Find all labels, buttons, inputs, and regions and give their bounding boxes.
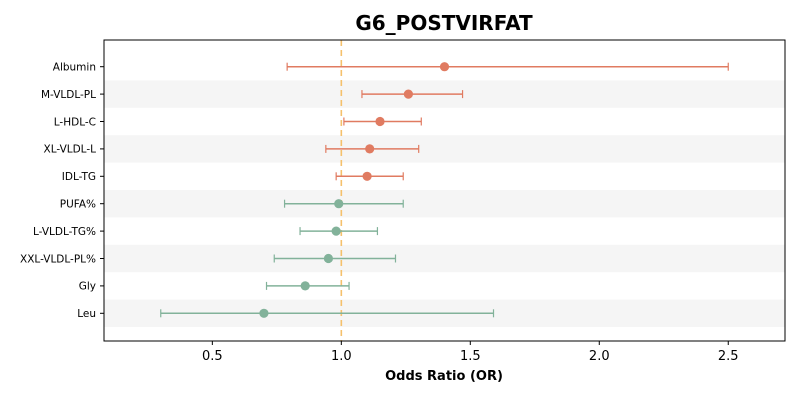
y-tick-label: Gly (79, 281, 96, 293)
point-estimate (259, 308, 269, 318)
y-tick-label: IDL-TG (62, 171, 96, 183)
plot-frame (103, 39, 786, 342)
x-tick-label: 2.0 (589, 349, 610, 364)
y-tick-label: L-VLDL-TG% (33, 226, 96, 238)
point-estimate (331, 226, 341, 236)
y-axis-ticks: Albumin M-VLDL-PL L-HDL-C XL-VLDL-L IDL-TG PU… (20, 62, 104, 320)
row-band (104, 135, 785, 163)
x-axis-label: Odds Ratio (OR) (385, 369, 503, 384)
y-tick-label: M-VLDL-PL (41, 89, 96, 101)
point-estimate (403, 89, 413, 99)
row-band (104, 190, 785, 218)
data-marks (160, 62, 729, 318)
y-tick-label: L-HDL-C (54, 116, 96, 128)
y-tick-label: Leu (77, 308, 96, 320)
point-estimate (300, 281, 310, 291)
point-estimate (323, 253, 334, 264)
y-tick-label: XXL-VLDL-PL% (20, 253, 96, 265)
chart-title: G6_POSTVIRFAT (355, 11, 533, 35)
x-tick-label: 2.5 (718, 349, 739, 364)
y-tick-label: XL-VLDL-L (44, 144, 97, 156)
y-tick-label: Albumin (53, 62, 96, 74)
x-tick-label: 1.0 (331, 349, 352, 364)
x-tick-label: 1.5 (460, 349, 481, 364)
row-bands (104, 80, 785, 327)
point-estimate (365, 144, 375, 154)
y-tick-label: PUFA% (60, 199, 96, 211)
point-estimate (375, 116, 385, 127)
x-axis-ticks: 0.5 1.0 1.5 2.0 2.5 (202, 341, 739, 364)
point-estimate (362, 171, 372, 181)
point-estimate (439, 62, 450, 72)
row-band (104, 244, 785, 273)
point-estimate (334, 199, 344, 209)
x-tick-label: 0.5 (202, 349, 223, 364)
